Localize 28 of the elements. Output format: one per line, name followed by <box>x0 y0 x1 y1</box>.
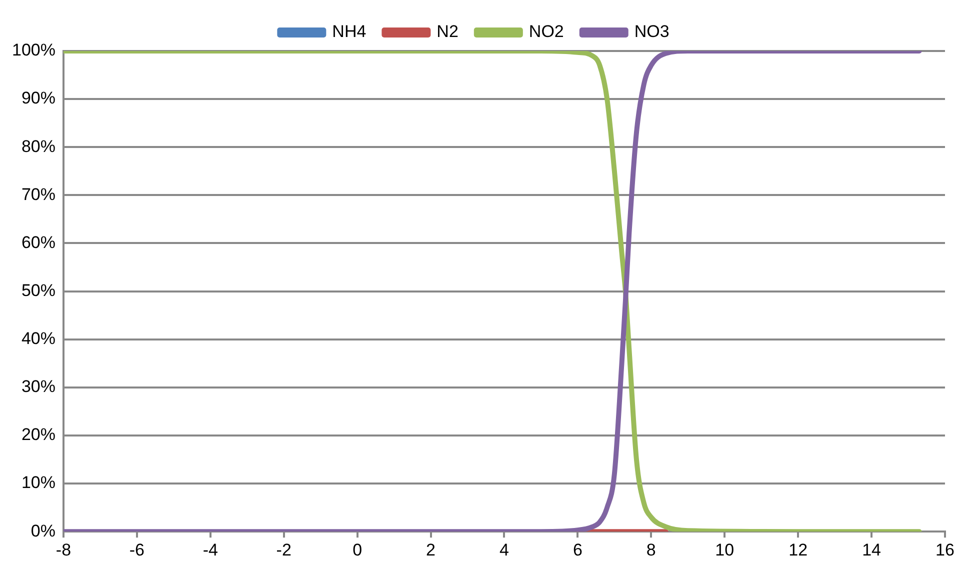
x-tick-label: -4 <box>202 540 218 560</box>
x-tick-label: 0 <box>352 540 362 560</box>
y-tick-label: 100% <box>12 40 56 60</box>
y-tick-label: 90% <box>21 88 56 108</box>
x-tick-label: -6 <box>129 540 144 560</box>
y-tick-label: 40% <box>21 329 56 348</box>
x-tick-label: 4 <box>500 540 509 560</box>
y-tick-label: 30% <box>21 377 56 396</box>
legend-label: N2 <box>436 22 458 42</box>
x-tick-label: 8 <box>646 540 656 560</box>
y-tick-label: 80% <box>21 136 56 156</box>
y-tick-label: 10% <box>21 473 56 492</box>
y-tick-label: 50% <box>21 280 56 300</box>
y-tick-label: 70% <box>21 184 56 204</box>
legend-label: NO2 <box>528 22 564 42</box>
x-tick-label: 2 <box>426 540 436 560</box>
y-tick-label: 0% <box>30 521 56 540</box>
legend-label: NH4 <box>332 22 366 42</box>
x-tick-label: 12 <box>788 540 808 560</box>
x-tick-label: -8 <box>56 540 72 560</box>
x-tick-label: 16 <box>936 540 954 560</box>
x-tick-label: -2 <box>276 540 292 560</box>
x-tick-label: 6 <box>572 540 582 560</box>
x-tick-label: 10 <box>715 540 734 560</box>
y-tick-label: 60% <box>21 232 56 252</box>
legend-label: NO3 <box>634 22 670 42</box>
y-tick-label: 20% <box>21 425 56 444</box>
x-tick-label: 14 <box>862 540 881 560</box>
